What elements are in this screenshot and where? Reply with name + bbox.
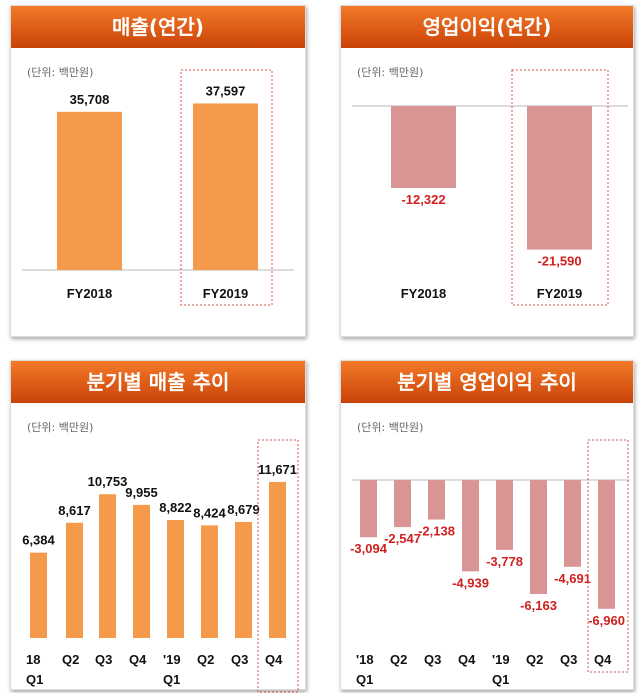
highlight-box xyxy=(511,69,609,306)
chart-title: 분기별 매출 추이 xyxy=(11,361,305,403)
unit-label: (단위: 백만원) xyxy=(27,421,94,434)
bar xyxy=(235,521,252,638)
data-label: -3,094 xyxy=(350,541,388,556)
bar xyxy=(201,525,218,638)
bar xyxy=(391,106,456,188)
bar xyxy=(462,480,479,572)
data-label: -2,138 xyxy=(418,524,455,539)
bar xyxy=(527,106,592,250)
chart-title: 영업이익(연간) xyxy=(341,6,633,48)
bar xyxy=(167,520,184,638)
x-tick-label: Q3 xyxy=(560,652,577,667)
data-label: -6,163 xyxy=(520,598,557,613)
unit-label: (단위: 백만원) xyxy=(357,66,424,79)
x-tick-label: '19 xyxy=(492,652,510,667)
x-tick-label: Q1 xyxy=(163,672,180,687)
data-label: -6,960 xyxy=(588,613,625,628)
data-label: 10,753 xyxy=(88,474,128,489)
highlight-box xyxy=(257,439,299,693)
data-label: 8,679 xyxy=(227,502,260,517)
data-label: -3,778 xyxy=(486,554,523,569)
x-tick-label: FY2018 xyxy=(401,286,447,301)
unit-label: (단위: 백만원) xyxy=(357,421,424,434)
bar xyxy=(133,504,150,638)
panel-quarterly-operating-profit: 분기별 영업이익 추이 (단위: 백만원) xyxy=(340,360,634,690)
data-label: -4,939 xyxy=(452,575,489,590)
x-tick-label: Q3 xyxy=(95,652,112,667)
bar xyxy=(530,480,547,595)
x-tick-label: '19 xyxy=(163,652,181,667)
x-tick-label: Q1 xyxy=(356,672,373,687)
bar xyxy=(269,481,286,638)
bar xyxy=(394,480,411,528)
data-label: -2,547 xyxy=(384,531,421,546)
panel-annual-operating-profit: 영업이익(연간) (단위: 백만원) xyxy=(340,5,634,337)
highlight-box xyxy=(180,69,273,306)
bar xyxy=(57,111,122,270)
data-label: 37,597 xyxy=(206,83,246,98)
bar xyxy=(99,494,116,638)
x-tick-label: Q4 xyxy=(129,652,147,667)
data-label: -21,590 xyxy=(537,254,581,269)
data-label: 9,955 xyxy=(125,485,158,500)
x-tick-label: '18 xyxy=(356,652,374,667)
x-tick-label: Q2 xyxy=(390,652,407,667)
bar xyxy=(193,103,258,271)
bar xyxy=(30,552,47,638)
x-tick-label: Q1 xyxy=(26,672,43,687)
x-tick-label: 18 xyxy=(26,652,40,667)
x-tick-label: Q2 xyxy=(62,652,79,667)
bar xyxy=(428,480,445,520)
bar xyxy=(66,522,83,638)
bar xyxy=(360,480,377,538)
chart-title: 매출(연간) xyxy=(11,6,305,48)
x-tick-label: Q4 xyxy=(458,652,476,667)
data-label: 8,822 xyxy=(159,500,192,515)
data-label: 6,384 xyxy=(22,533,55,548)
data-label: -4,691 xyxy=(554,571,591,586)
data-label: 35,708 xyxy=(70,92,110,107)
bar xyxy=(598,480,615,609)
data-label: -12,322 xyxy=(401,192,445,207)
bar xyxy=(564,480,581,567)
x-tick-label: FY2018 xyxy=(67,286,113,301)
x-tick-label: Q1 xyxy=(492,672,509,687)
data-label: 8,424 xyxy=(193,505,226,520)
x-tick-label: Q3 xyxy=(231,652,248,667)
chart-title: 분기별 영업이익 추이 xyxy=(341,361,633,403)
bar xyxy=(496,480,513,550)
x-tick-label: Q2 xyxy=(526,652,543,667)
x-tick-label: FY2019 xyxy=(203,286,249,301)
highlight-box xyxy=(587,439,629,673)
unit-label: (단위: 백만원) xyxy=(27,66,94,79)
x-tick-label: Q2 xyxy=(197,652,214,667)
x-tick-label: Q3 xyxy=(424,652,441,667)
x-tick-label: Q4 xyxy=(265,652,283,667)
data-label: 8,617 xyxy=(58,503,91,518)
panel-quarterly-revenue: 분기별 매출 추이 (단위: 백만원) xyxy=(10,360,306,690)
data-label: 11,671 xyxy=(258,462,297,477)
x-tick-label: FY2019 xyxy=(537,286,583,301)
x-tick-label: Q4 xyxy=(594,652,612,667)
